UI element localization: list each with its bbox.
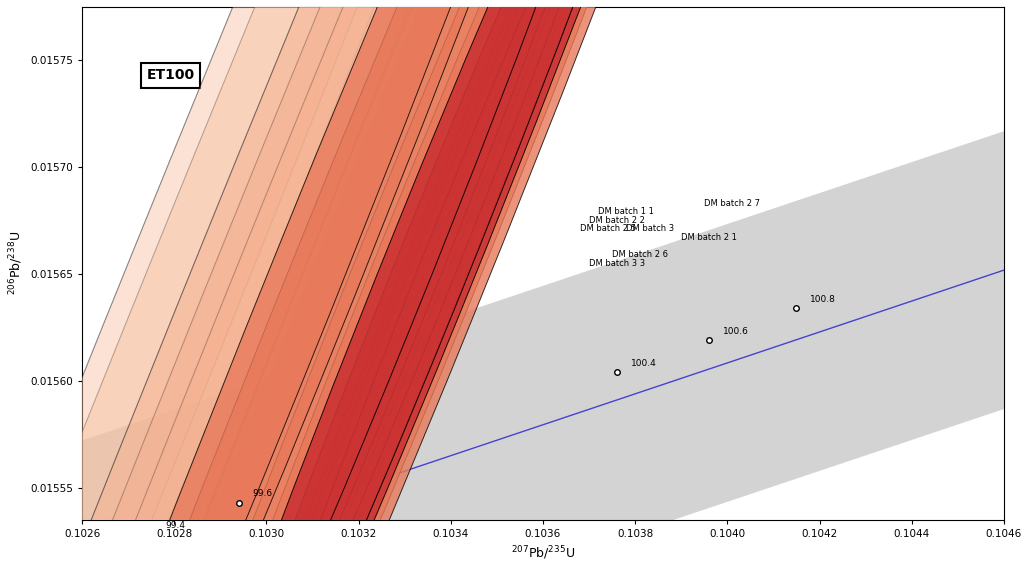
Ellipse shape	[198, 0, 695, 569]
Ellipse shape	[0, 0, 659, 569]
Ellipse shape	[183, 0, 672, 569]
Ellipse shape	[197, 0, 677, 569]
Ellipse shape	[0, 0, 795, 569]
Text: DM batch 2 6: DM batch 2 6	[612, 250, 668, 259]
Ellipse shape	[0, 0, 825, 569]
Ellipse shape	[235, 0, 622, 569]
Ellipse shape	[177, 0, 633, 569]
Text: 100.6: 100.6	[722, 327, 749, 336]
Polygon shape	[82, 131, 1004, 569]
Ellipse shape	[186, 0, 715, 569]
Ellipse shape	[0, 0, 831, 569]
Ellipse shape	[159, 0, 632, 569]
Ellipse shape	[0, 0, 843, 569]
Ellipse shape	[230, 0, 671, 569]
Text: 99.4: 99.4	[165, 521, 185, 530]
Text: 100.4: 100.4	[631, 359, 657, 368]
Ellipse shape	[174, 0, 765, 569]
Ellipse shape	[0, 0, 813, 569]
Ellipse shape	[66, 0, 698, 569]
Text: DM batch 1 1: DM batch 1 1	[598, 207, 654, 216]
Ellipse shape	[201, 0, 710, 569]
Ellipse shape	[208, 0, 676, 569]
Ellipse shape	[234, 0, 640, 569]
Text: ET100: ET100	[146, 68, 194, 83]
Text: DM batch 3 3: DM batch 3 3	[589, 258, 645, 267]
Text: DM batch 3: DM batch 3	[626, 224, 674, 233]
Ellipse shape	[175, 0, 745, 569]
Text: DM batch 2 1: DM batch 2 1	[681, 233, 737, 242]
Text: 100.8: 100.8	[810, 295, 837, 304]
Ellipse shape	[0, 0, 756, 569]
Ellipse shape	[0, 0, 645, 569]
Ellipse shape	[205, 0, 632, 569]
Ellipse shape	[209, 0, 657, 569]
Text: DM batch 2 5: DM batch 2 5	[580, 224, 636, 233]
Y-axis label: $^{206}$Pb/$^{238}$U: $^{206}$Pb/$^{238}$U	[7, 232, 25, 295]
Text: 99.6: 99.6	[252, 489, 273, 498]
Ellipse shape	[0, 0, 722, 569]
Text: DM batch 2 2: DM batch 2 2	[589, 216, 645, 225]
Ellipse shape	[0, 0, 786, 569]
X-axis label: $^{207}$Pb/$^{235}$U: $^{207}$Pb/$^{235}$U	[511, 545, 575, 562]
Text: DM batch 2 7: DM batch 2 7	[704, 199, 760, 208]
